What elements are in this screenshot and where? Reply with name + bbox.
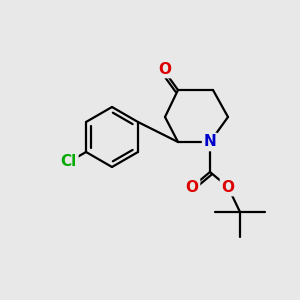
Text: N: N [204, 134, 216, 149]
Text: Cl: Cl [61, 154, 77, 169]
Text: O: O [158, 61, 172, 76]
Text: O: O [185, 179, 199, 194]
Text: O: O [221, 179, 235, 194]
